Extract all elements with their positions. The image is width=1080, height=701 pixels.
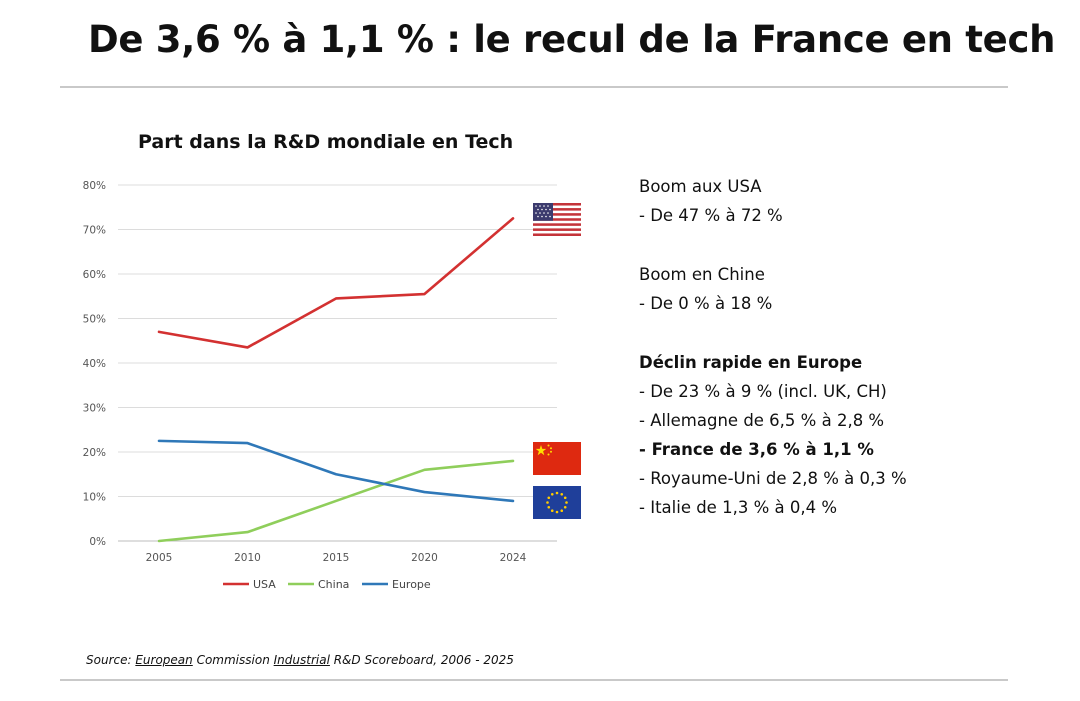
series-line-europe (157, 439, 515, 503)
y-tick-label: 70% (83, 225, 106, 237)
x-tick-label: 2024 (500, 552, 527, 564)
europe-item: - Allemagne de 6,5 % à 2,8 % (639, 411, 885, 430)
source-suffix: R&D Scoreboard, 2006 - 2025 (329, 653, 514, 667)
y-tick-label: 20% (83, 447, 106, 459)
x-tick-label: 2020 (411, 552, 438, 564)
usa-item: - De 47 % à 72 % (639, 206, 783, 225)
us-flag-icon (533, 203, 581, 236)
y-tick-label: 80% (83, 180, 106, 192)
usa-heading: Boom aux USA (639, 177, 762, 196)
series-line-usa (157, 217, 515, 349)
top-divider (60, 86, 1008, 88)
source-word-industrial: Industrial (273, 653, 330, 667)
x-tick-label: 2015 (323, 552, 350, 564)
y-tick-label: 40% (83, 358, 106, 370)
china-item: - De 0 % à 18 % (639, 294, 773, 313)
y-tick-label: 0% (89, 536, 106, 548)
y-tick-label: 50% (83, 314, 106, 326)
legend-label: USA (253, 578, 276, 591)
line-chart: 0% 10% 20% 30% 40% 50% 60% 70% 80% 2005 2010 2015 20… (83, 180, 557, 591)
chart-title: Part dans la R&D mondiale en Tech (138, 131, 514, 153)
facts-panel: Boom aux USA - De 47 % à 72 % Boom en Ch… (639, 172, 907, 522)
source-word-european: European (135, 653, 193, 667)
europe-item: - Italie de 1,3 % à 0,4 % (639, 498, 838, 517)
y-tick-label: 10% (83, 492, 106, 504)
europe-item: - Royaume-Uni de 2,8 % à 0,3 % (639, 469, 907, 488)
europe-item: - De 23 % à 9 % (incl. UK, CH) (639, 382, 887, 401)
page-title: De 3,6 % à 1,1 % : le recul de la France… (88, 18, 1056, 61)
china-flag-icon (533, 442, 581, 475)
source-note: Source: European Commission Industrial R… (86, 653, 514, 667)
legend-label: Europe (392, 578, 431, 591)
legend-label: China (318, 578, 349, 591)
bottom-divider (60, 679, 1008, 681)
eu-flag-icon (533, 486, 581, 519)
x-tick-label: 2010 (234, 552, 261, 564)
europe-item-france: - France de 3,6 % à 1,1 % (639, 440, 874, 459)
china-heading: Boom en Chine (639, 265, 765, 284)
series-line-china (157, 459, 515, 543)
y-tick-label: 30% (83, 403, 106, 415)
x-tick-label: 2005 (146, 552, 173, 564)
y-tick-label: 60% (83, 269, 106, 281)
source-prefix: Source: (86, 653, 136, 667)
source-middle: Commission (192, 653, 274, 667)
europe-heading: Déclin rapide en Europe (639, 353, 863, 372)
